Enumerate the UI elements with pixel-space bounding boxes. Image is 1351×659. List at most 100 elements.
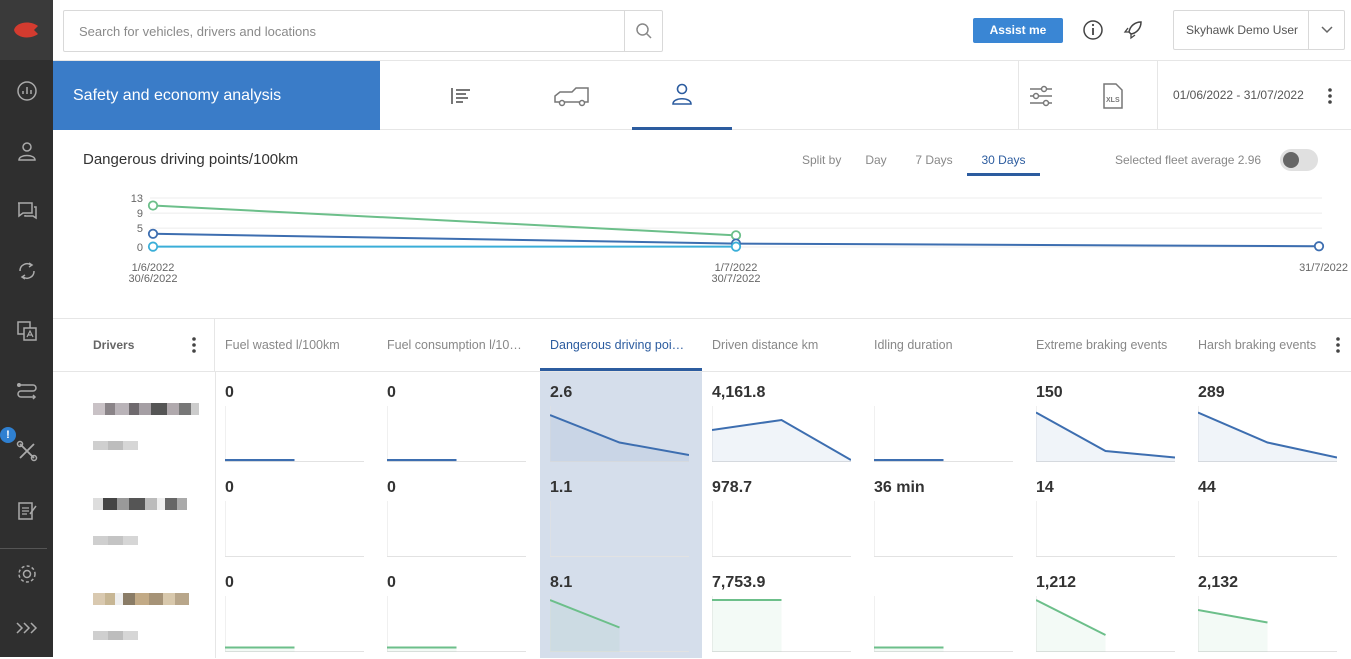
table-cell[interactable]: 0 [215, 374, 377, 469]
table-cell[interactable]: 4,161.8 [702, 374, 864, 469]
brand-logo-icon [14, 22, 38, 38]
cell-value: 150 [1036, 384, 1063, 401]
xls-file-icon: XLS [1103, 82, 1123, 109]
rocket-icon [1123, 21, 1142, 40]
column-header-fuel-consumption[interactable]: Fuel consumption l/100km [387, 338, 533, 352]
table-cell[interactable] [864, 564, 1026, 659]
blurred-driver-name [93, 497, 203, 510]
blurred-driver-name [93, 402, 203, 415]
nav-routes[interactable] [0, 369, 53, 413]
driver-row-name[interactable] [53, 374, 215, 469]
sparkline [1198, 501, 1337, 557]
table-cell[interactable]: 14 [1026, 469, 1188, 564]
sparkline-area [1036, 600, 1106, 652]
column-header-harsh-braking[interactable]: Harsh braking events [1198, 338, 1317, 352]
nav-expand[interactable] [0, 606, 53, 650]
cell-value: 978.7 [712, 479, 753, 496]
route-icon [16, 383, 37, 400]
driver-icon [672, 83, 692, 105]
split-day[interactable]: Day [865, 153, 887, 167]
whats-new-button[interactable] [1121, 18, 1145, 42]
chevron-down-icon [1320, 26, 1333, 34]
tab-drivers-view[interactable] [632, 61, 732, 130]
table-cell[interactable]: 0 [377, 564, 539, 659]
date-range[interactable]: 01/06/2022 - 31/07/2022 [1173, 88, 1304, 102]
table-cell[interactable] [864, 374, 1026, 469]
sparkline [874, 501, 1013, 557]
sparkline [550, 501, 689, 557]
table-cell[interactable]: 0 [215, 564, 377, 659]
column-header-dangerous-driving[interactable]: Dangerous driving points/100km [540, 319, 702, 371]
nav-sync[interactable] [0, 249, 53, 293]
columns-menu-button[interactable] [1331, 334, 1345, 356]
split-7-days[interactable]: 7 Days [915, 153, 953, 167]
cell-value: 0 [225, 574, 234, 591]
nav-dashboard[interactable] [0, 69, 53, 113]
column-header-fuel-wasted[interactable]: Fuel wasted l/100km [225, 338, 340, 352]
sparkline-line [550, 599, 620, 629]
sparkline-line [1198, 411, 1337, 459]
sparkline-area [1198, 412, 1337, 462]
page-header: Safety and economy analysis XLS 01/06/20… [53, 60, 1351, 130]
table-cell[interactable]: 0 [377, 469, 539, 564]
table-cell[interactable]: 8.1 [540, 564, 702, 659]
tab-vehicles-view[interactable] [522, 61, 622, 130]
cell-value: 7,753.9 [712, 574, 766, 591]
table-cell[interactable]: 0 [215, 469, 377, 564]
nav-reports[interactable] [0, 489, 53, 533]
nav-translate[interactable] [0, 309, 53, 353]
logo[interactable] [0, 0, 53, 60]
nav-maintenance[interactable] [0, 429, 53, 473]
tab-list-view[interactable] [412, 61, 512, 130]
dashboard-icon [16, 81, 37, 101]
table-cell[interactable]: 0 [377, 374, 539, 469]
table-cell[interactable]: 36 min [864, 469, 1026, 564]
table-cell[interactable]: 7,753.9 [702, 564, 864, 659]
tools-icon [16, 440, 37, 462]
driver-row-name[interactable] [53, 469, 215, 564]
table-cell[interactable]: 978.7 [702, 469, 864, 564]
search-button[interactable] [624, 11, 662, 51]
sparkline-line [1198, 609, 1268, 624]
data-point [730, 230, 742, 241]
cell-value: 36 min [874, 479, 925, 496]
sparkline-line [1036, 411, 1175, 459]
nav-messages[interactable] [0, 189, 53, 233]
sparkline-area [1036, 412, 1175, 462]
column-header-extreme-braking[interactable]: Extreme braking events [1036, 338, 1168, 352]
header-divider [1018, 61, 1019, 130]
column-header-idling-duration[interactable]: Idling duration [874, 338, 953, 352]
table-cell[interactable]: 2.6 [540, 374, 702, 469]
search-icon [635, 23, 652, 39]
column-header-driven-distance[interactable]: Driven distance km [712, 338, 819, 352]
table-cell[interactable]: 289 [1188, 374, 1350, 469]
sparkline [1036, 501, 1175, 557]
vehicle-icon [554, 86, 589, 106]
table-cell[interactable]: 150 [1026, 374, 1188, 469]
drivers-menu-button[interactable] [187, 334, 201, 356]
driver-row-name[interactable] [53, 564, 215, 659]
sparkline [874, 596, 1013, 652]
table-cell[interactable]: 1.1 [540, 469, 702, 564]
info-button[interactable] [1081, 18, 1105, 42]
sparkline-area [225, 647, 295, 652]
data-point [1313, 241, 1325, 252]
filters-button[interactable] [1011, 61, 1071, 130]
settings-icon [17, 565, 36, 583]
nav-settings[interactable] [0, 552, 53, 596]
split-30-days[interactable]: 30 Days [967, 147, 1040, 176]
table-cell[interactable]: 1,212 [1026, 564, 1188, 659]
user-menu-toggle[interactable] [1308, 11, 1344, 49]
drivers-column-header[interactable]: Drivers [53, 319, 215, 371]
table-cell[interactable]: 44 [1188, 469, 1350, 564]
cell-value: 2.6 [550, 384, 573, 401]
export-xls-button[interactable]: XLS [1083, 61, 1143, 130]
user-menu[interactable]: Skyhawk Demo User [1173, 10, 1345, 50]
info-icon [1083, 20, 1103, 40]
nav-drivers[interactable] [0, 129, 53, 173]
date-menu-button[interactable] [1323, 85, 1337, 107]
fleet-average-toggle[interactable] [1280, 149, 1318, 171]
assist-me-button[interactable]: Assist me [973, 18, 1063, 43]
table-cell[interactable]: 2,132 [1188, 564, 1350, 659]
search-input[interactable] [64, 11, 624, 51]
